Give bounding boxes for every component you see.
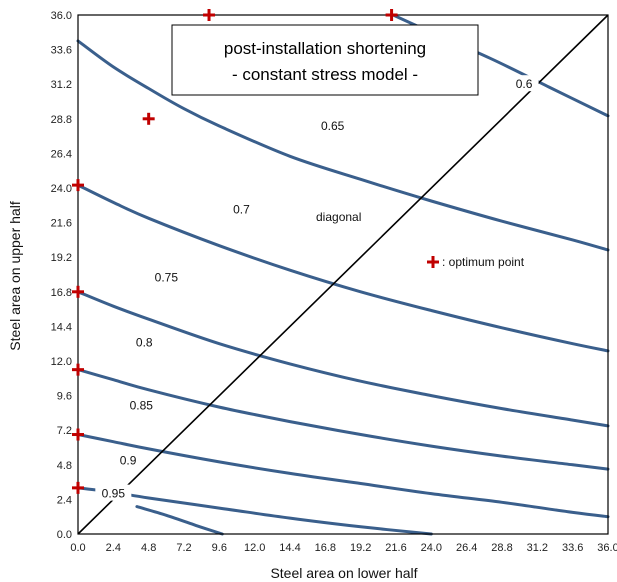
y-tick-label: 2.4 [57,494,72,506]
contour-labels: 0.6 0.65 0.7 0.75 0.8 0.85 0.9 0.95 [95,75,539,501]
contour-label: 0.75 [155,270,179,284]
x-axis-label: Steel area on lower half [270,565,417,581]
contour-label: 0.6 [516,77,533,91]
y-tick-label: 31.2 [51,79,72,91]
contour-label: 0.95 [102,487,126,501]
y-tick-labels: 0.0 2.4 4.8 7.2 9.6 12.0 14.4 16.8 19.2 21.6 24.0 2… [51,10,72,541]
y-tick-label: 0.0 [57,529,72,541]
optimum-point-4 [72,285,84,298]
y-tick-label: 26.4 [51,148,72,160]
contour-label-bg [226,200,256,217]
y-tick-label: 16.8 [51,287,72,299]
contour-line-2 [76,183,610,353]
contour-label: 0.7 [233,203,250,217]
chart-subtitle: - constant stress model - [232,65,418,84]
y-tick-label: 12.0 [51,356,72,368]
contour-label-bg [113,451,143,468]
optimum-point-3 [72,179,84,192]
y-tick-label: 14.4 [51,321,72,333]
contour-line-7 [135,505,224,536]
x-tick-label: 19.2 [350,542,371,554]
x-tick-label: 4.8 [141,542,156,554]
x-tick-label: 14.4 [279,542,300,554]
contour-label-bg [95,484,132,501]
x-tick-label: 21.6 [385,542,406,554]
contour-label: 0.9 [120,453,137,467]
title-box: post-installation shortening - constant … [171,24,479,96]
x-tick-label: 24.0 [421,542,442,554]
y-tick-label: 21.6 [51,218,72,230]
contour-label: 0.8 [136,335,153,349]
legend-label: : optimum point [442,255,525,269]
optimum-point-1 [385,9,398,21]
contour-label: 0.85 [130,399,154,413]
y-tick-label: 4.8 [57,460,72,472]
y-tick-label: 24.0 [51,183,72,195]
y-tick-label: 28.8 [51,114,72,126]
y-tick-label: 36.0 [51,10,72,22]
contour-line-3 [76,290,610,428]
x-tick-label: 7.2 [176,542,191,554]
contour-label-bg [509,75,539,92]
x-tick-label: 26.4 [456,542,477,554]
contour-label-bg [123,396,160,413]
chart-title: post-installation shortening [224,39,426,58]
x-tick-label: 31.2 [527,542,548,554]
legend: : optimum point [427,255,525,269]
x-tick-labels: 0.0 2.4 4.8 7.2 9.6 12.0 14.4 16.8 19.2 21.6 24.0 2… [70,542,617,554]
diagonal-label: diagonal [316,210,361,224]
x-tick-label: 9.6 [212,542,227,554]
x-tick-label: 16.8 [315,542,336,554]
plot-frame [77,14,609,535]
x-tick-label: 0.0 [70,542,85,554]
y-tick-label: 33.6 [51,45,72,57]
optimum-point-6 [72,428,84,441]
y-axis-label: Steel area on upper half [7,201,23,351]
optimum-markers [72,9,398,494]
contour-line-4 [76,368,610,471]
diagonal-line [77,14,609,535]
contour-label: 0.65 [321,119,345,133]
contour-line-1 [76,39,610,252]
x-tick-label: 33.6 [562,542,583,554]
contour-label-bg [148,268,185,285]
contour-line-5 [76,433,610,519]
y-tick-label: 9.6 [57,391,72,403]
x-tick-label: 2.4 [106,542,121,554]
optimum-point-5 [72,363,84,376]
optimum-point-2 [142,112,155,125]
x-tick-label: 12.0 [244,542,265,554]
optimum-point-7 [72,481,84,494]
y-tick-label: 19.2 [51,252,72,264]
x-tick-label: 36.0 [597,542,617,554]
x-tick-label: 28.8 [491,542,512,554]
contour-label-bg [129,333,159,350]
y-tick-label: 7.2 [57,425,72,437]
optimum-point-0 [203,9,216,21]
contour-label-bg [314,117,351,134]
